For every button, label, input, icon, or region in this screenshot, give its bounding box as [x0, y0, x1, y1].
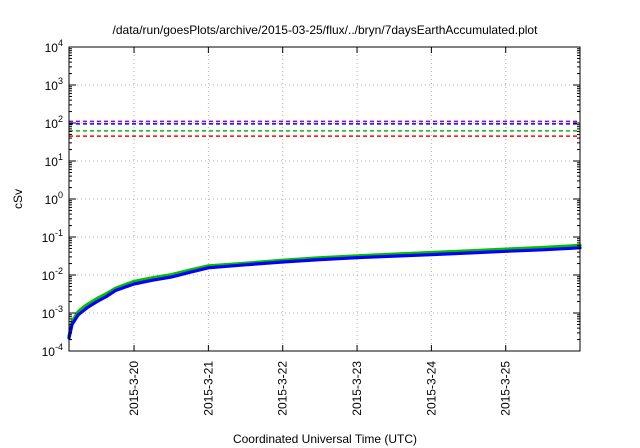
y-axis-label: cSv — [11, 189, 25, 209]
y-tick-label: 103 — [45, 76, 63, 93]
y-tick-label: 101 — [45, 152, 63, 169]
grid-lines — [69, 47, 580, 351]
x-tick-label: 2015-3-22 — [276, 361, 290, 416]
x-tick-label: 2015-3-23 — [350, 361, 364, 416]
y-tick-label: 102 — [45, 114, 63, 131]
x-tick-label: 2015-3-25 — [499, 361, 513, 416]
series-line — [67, 246, 582, 340]
x-axis-label: Coordinated Universal Time (UTC) — [233, 432, 417, 446]
axis-ticks: 2015-3-20 2015-3-21 2015-3-22 2015-3-23 2015… — [42, 38, 580, 416]
x-tick-label: 2015-3-20 — [127, 361, 141, 416]
y-tick-label: 10-4 — [42, 342, 63, 359]
y-tick-label: 10-1 — [42, 228, 63, 245]
data-series — [67, 243, 582, 340]
x-tick-label: 2015-3-21 — [201, 361, 215, 416]
y-tick-label: 104 — [45, 38, 63, 55]
series-line — [67, 243, 582, 338]
threshold-lines — [69, 120, 580, 137]
y-tick-label: 100 — [45, 190, 63, 207]
chart-title: /data/run/goesPlots/archive/2015-03-25/f… — [113, 23, 539, 37]
y-tick-label: 10-2 — [42, 266, 63, 283]
y-tick-label: 10-3 — [42, 304, 63, 321]
x-tick-label: 2015-3-24 — [424, 361, 438, 416]
